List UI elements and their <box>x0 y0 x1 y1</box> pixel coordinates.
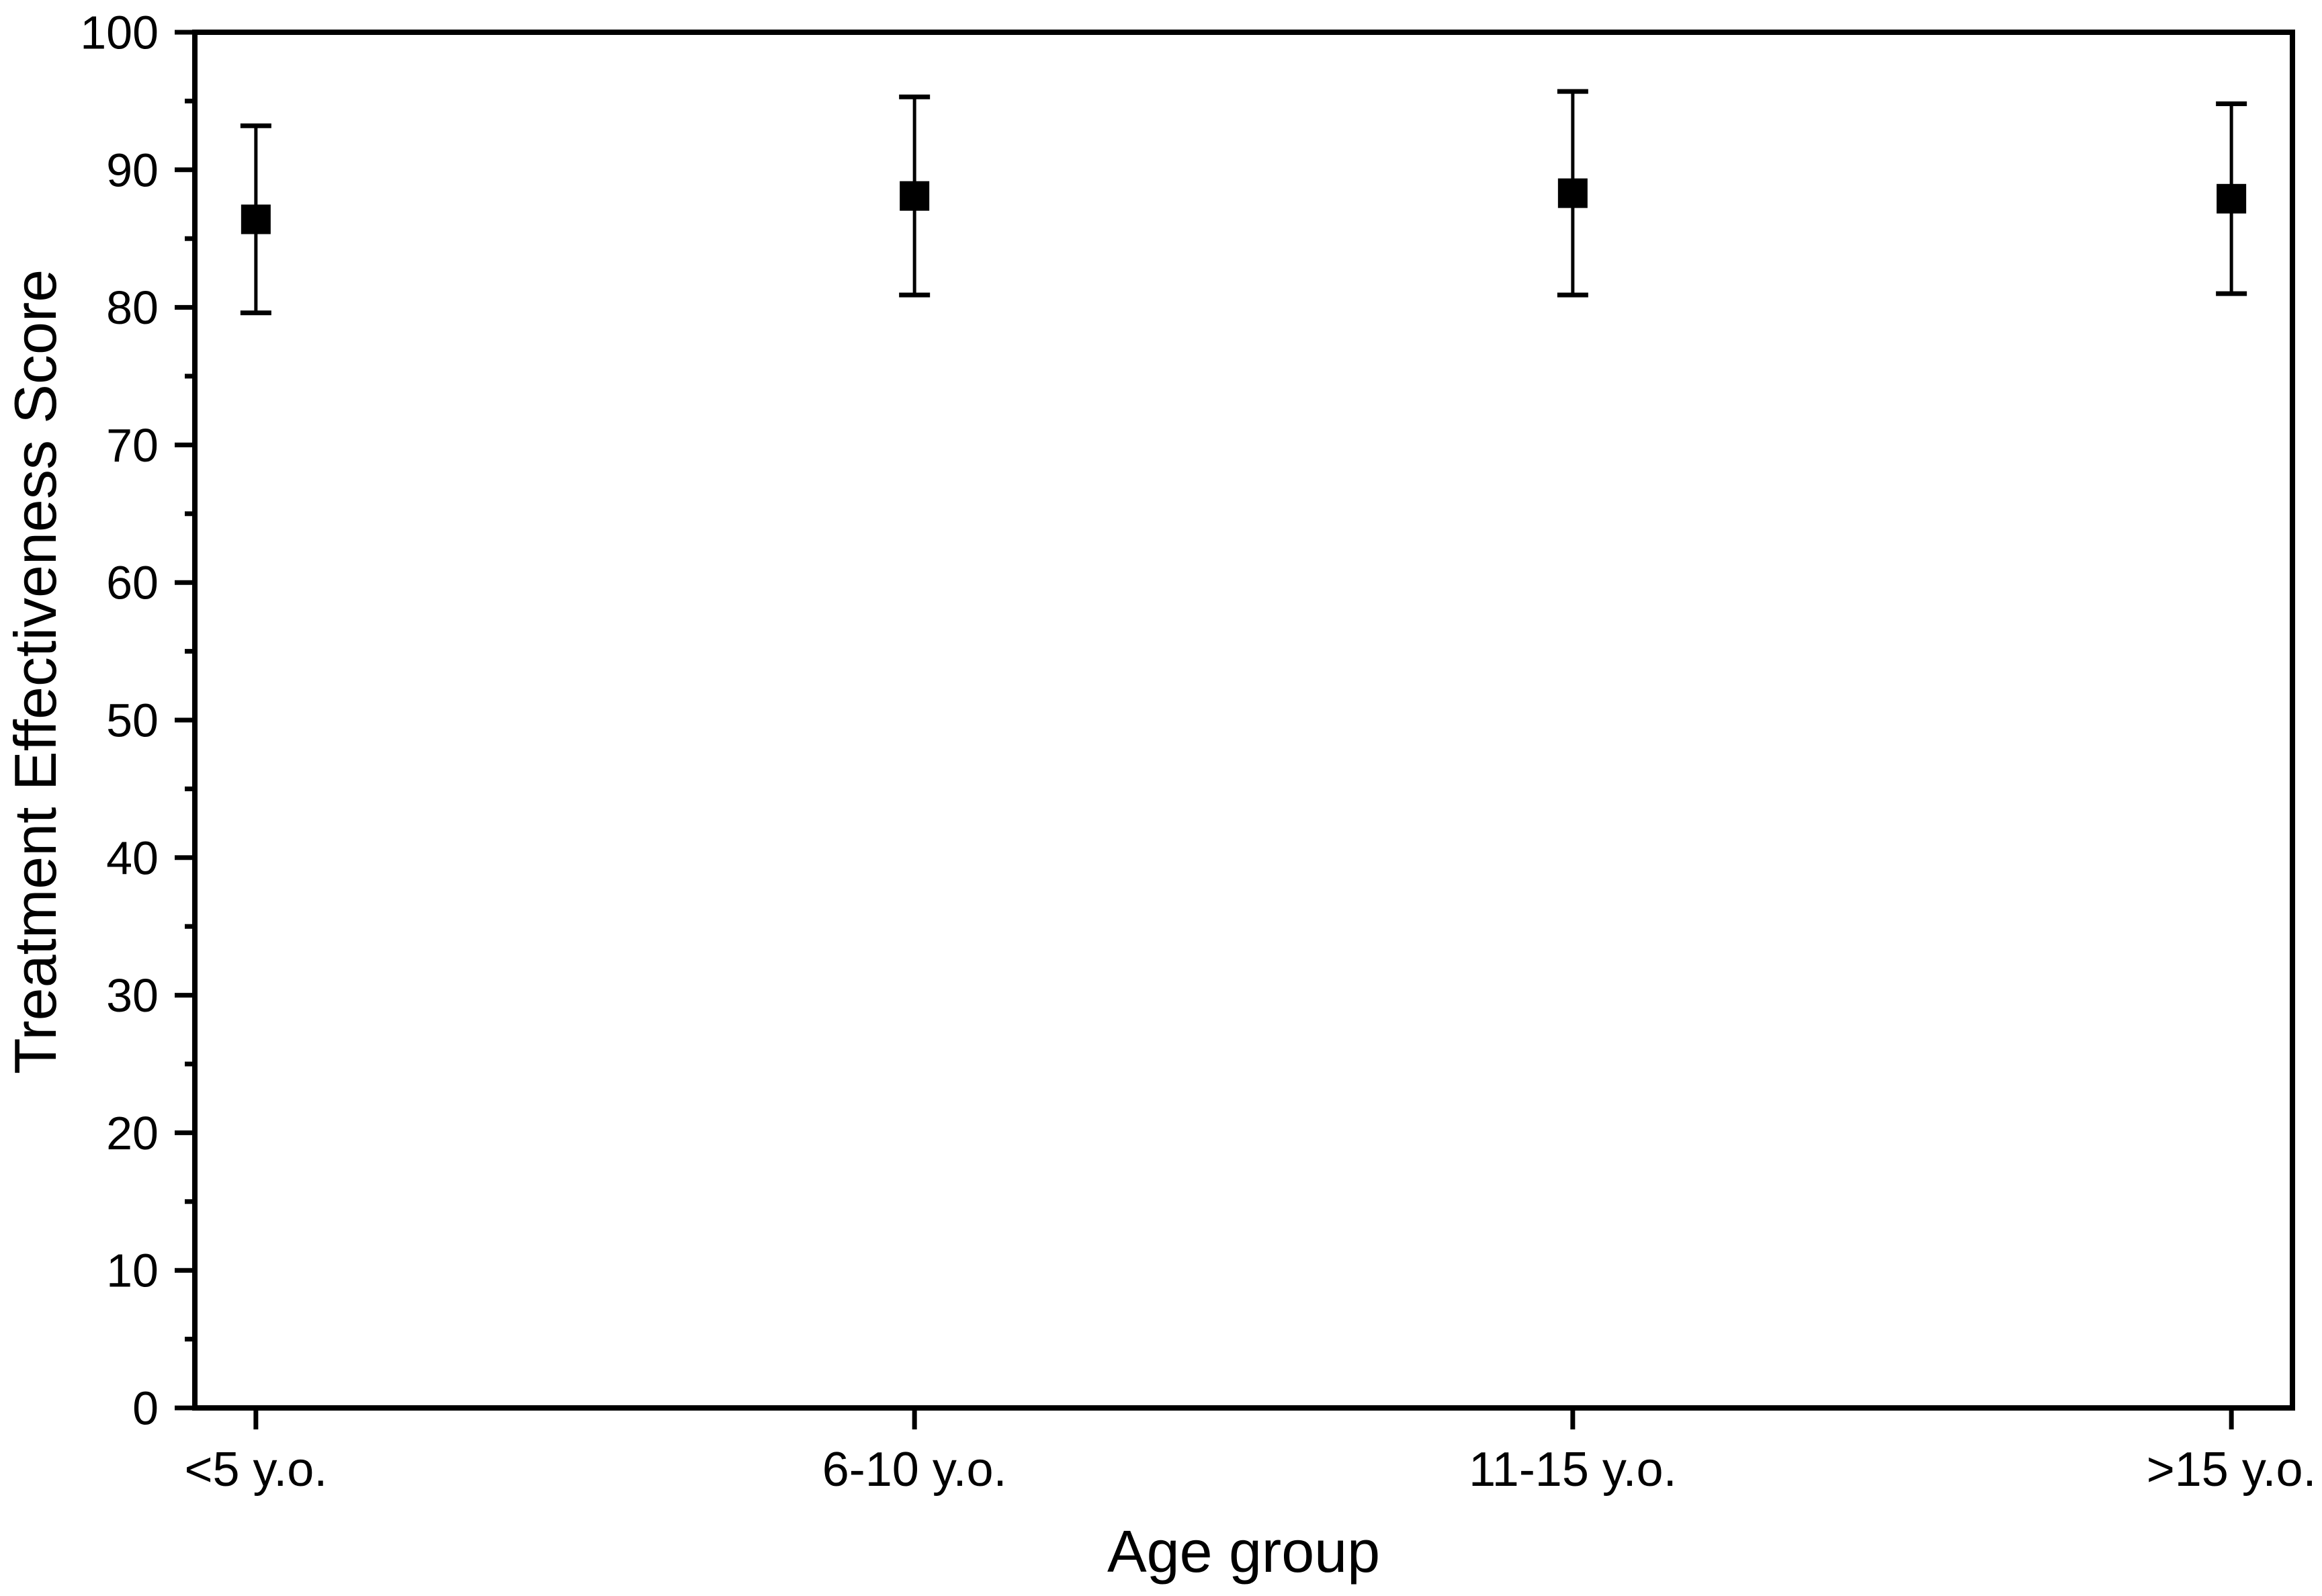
y-tick-label: 40 <box>106 832 159 884</box>
data-point-marker <box>2217 183 2247 214</box>
y-tick-label: 70 <box>106 419 159 472</box>
y-tick-label: 10 <box>106 1245 159 1297</box>
y-tick-label: 80 <box>106 281 159 334</box>
y-tick-label: 20 <box>106 1107 159 1159</box>
y-tick-label: 0 <box>132 1382 159 1435</box>
data-point-marker <box>900 181 930 211</box>
x-category-label: 11-15 y.o. <box>1469 1443 1677 1497</box>
plot-area: 0 10 20 30 40 50 60 70 80 90 100 <5 y.o. 6-10 y.o. 11… <box>80 7 2316 1497</box>
x-category-label: <5 y.o. <box>184 1443 327 1497</box>
x-axis-title: Age group <box>1107 1518 1380 1585</box>
y-tick-label: 30 <box>106 969 159 1022</box>
data-point-marker <box>241 204 271 234</box>
y-tick-label: 90 <box>106 144 159 196</box>
y-axis-title: Treatment Effectiveness Score <box>2 269 69 1074</box>
y-tick-label: 100 <box>80 7 159 59</box>
x-category-label: >15 y.o. <box>2147 1443 2317 1497</box>
y-tick-label: 60 <box>106 557 159 609</box>
plot-frame <box>192 30 2295 1411</box>
x-category-label: 6-10 y.o. <box>822 1443 1007 1497</box>
y-tick-label: 50 <box>106 695 159 747</box>
data-point-marker <box>1557 178 1588 208</box>
